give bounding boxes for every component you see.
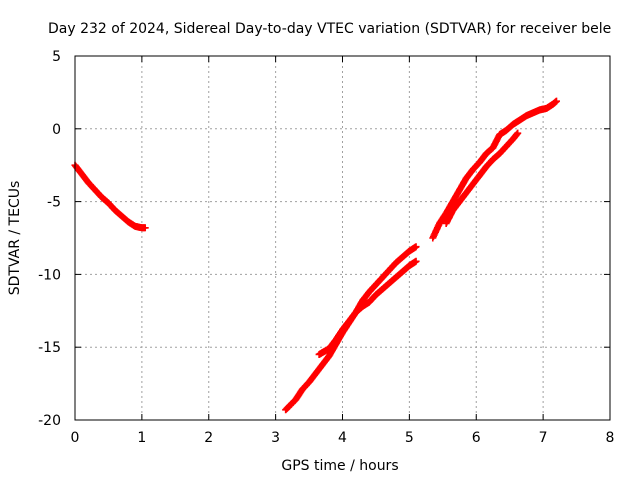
data-point	[553, 97, 560, 105]
data-points	[71, 97, 560, 414]
series-track-5	[442, 129, 522, 227]
x-tick-label: 6	[472, 430, 481, 446]
series-track-1	[71, 161, 149, 232]
y-tick-label: 0	[52, 122, 61, 138]
x-tick-label: 7	[539, 430, 548, 446]
x-tick-label: 1	[137, 430, 146, 446]
x-tick-label: 4	[338, 430, 347, 446]
x-tick-label: 2	[204, 430, 213, 446]
y-tick-label: 5	[52, 49, 61, 65]
data-point	[412, 243, 420, 251]
y-tick-label: -5	[47, 195, 61, 211]
series-track-3	[315, 257, 420, 358]
x-tick-label: 0	[71, 430, 80, 446]
axis-ticks: 0 1 2 3 4 5 6 7 8 -20 -15 -10 -5 0 5	[38, 49, 614, 446]
x-axis-label: GPS time / hours	[281, 458, 398, 474]
series-track-4	[429, 97, 560, 242]
data-point	[141, 224, 149, 232]
data-point	[412, 257, 420, 265]
data-point	[514, 129, 522, 137]
grid	[75, 56, 610, 420]
x-tick-label: 3	[271, 430, 280, 446]
x-tick-label: 8	[606, 430, 615, 446]
x-tick-label: 5	[405, 430, 414, 446]
y-tick-label: -15	[38, 340, 61, 356]
y-tick-label: -10	[38, 267, 61, 283]
y-tick-label: -20	[38, 413, 61, 429]
y-axis-label: SDTVAR / TECUs	[7, 181, 23, 296]
chart-title: Day 232 of 2024, Sidereal Day-to-day VTE…	[48, 21, 611, 37]
